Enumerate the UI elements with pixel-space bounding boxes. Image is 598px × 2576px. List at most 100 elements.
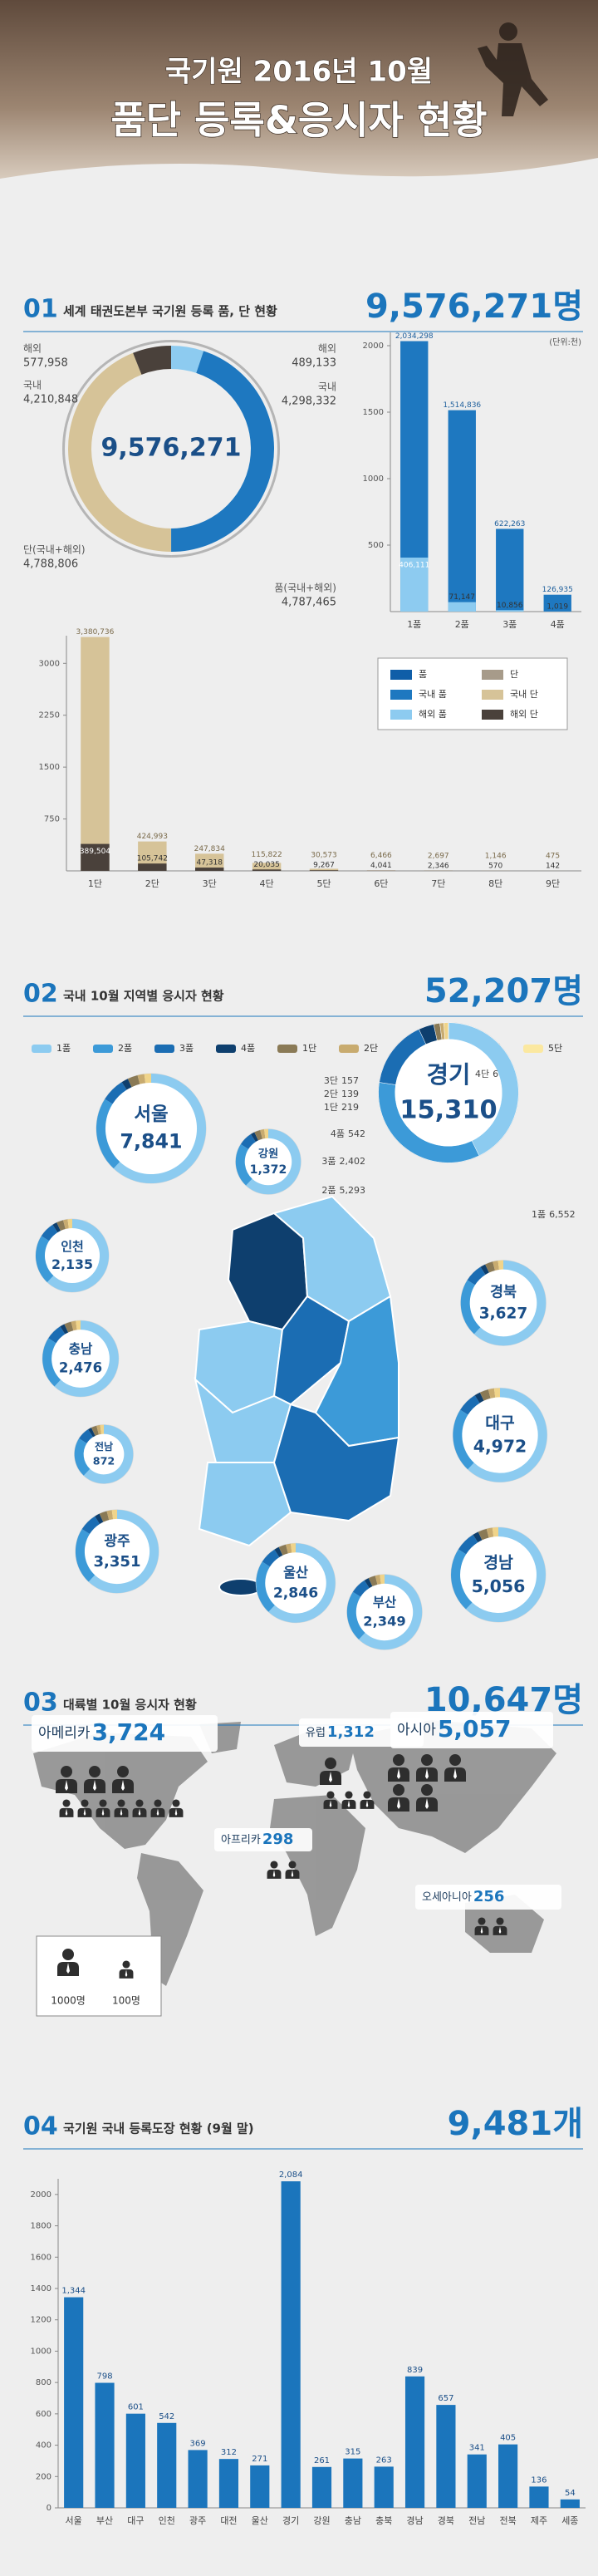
breakdown-label: 1품 6,552 [532,1209,576,1220]
person-head [117,1766,129,1777]
bar [81,637,110,871]
ring-decoration [137,1074,146,1084]
person-head [62,1949,74,1960]
ring-decoration [88,1428,96,1438]
x-tick-label: 세종 [561,2515,578,2526]
ring-decoration [274,1546,283,1557]
person-head [135,1799,144,1807]
legend-label: 5단 [548,1043,562,1054]
legend-label: 1단 [302,1043,316,1054]
value-label: 47,318 [196,859,223,868]
ring-decoration [113,1073,207,1184]
person-tie [425,1798,429,1809]
segment-value: 577,958 [23,357,68,370]
bar [560,2499,580,2508]
ring-decoration [352,1580,370,1597]
y-tick-label: 1000 [31,2347,51,2356]
section-total: 9,576,271명 [365,288,583,326]
ring-decoration [99,1511,110,1522]
person-tie [65,1808,68,1816]
region-value: 2,476 [59,1359,102,1375]
bar [374,2466,394,2508]
region-name: 전남 [95,1440,113,1453]
person-tie [329,1772,332,1782]
bar [496,528,524,612]
person-tie [93,1780,96,1791]
value-label: 542 [159,2412,174,2421]
y-tick-label: 3000 [39,659,60,668]
person-tie [397,1768,400,1779]
legend-swatch [390,710,412,720]
legend-swatch [277,1045,297,1053]
x-tick-label: 8단 [488,878,502,889]
label-box [415,1885,561,1910]
ring-decoration [52,1222,61,1233]
breakdown-category: 1품 [532,1209,546,1220]
ring-decoration [473,1260,547,1346]
ring-decoration [250,1132,258,1143]
section-title: 국내 10월 지역별 응시자 현황 [63,989,224,1004]
continent-value: 298 [262,1831,294,1848]
ring-decoration [375,1575,381,1585]
x-tick-label: 전남 [468,2515,485,2526]
region-value: 15,310 [399,1095,497,1124]
legend-swatch [482,710,503,720]
region-value: 1,372 [250,1163,287,1177]
person-head [270,1861,278,1869]
bar [157,2422,177,2508]
region-name: 경남 [483,1553,513,1572]
bar [309,870,339,871]
legend-label: 국내 품 [419,689,447,700]
person-head [421,1784,433,1796]
ring-decoration [106,1510,114,1521]
y-tick-label: 1500 [39,763,60,772]
world-map [33,1720,556,1986]
continent-name: 아시아 [397,1722,436,1738]
ring-decoration [96,1424,101,1435]
person-head [117,1799,125,1807]
ring-decoration [54,1320,119,1397]
ring-decoration [41,1224,58,1241]
ring-decoration [492,1527,498,1537]
value-label: 389,504 [80,848,110,856]
region-name: 광주 [104,1533,130,1550]
value-label: 2,034,298 [395,332,434,341]
ring-decoration [81,1516,100,1535]
region-name: 강원 [258,1147,279,1161]
ring-decoration [48,1326,66,1344]
person-tie [347,1800,350,1807]
ring-decoration [473,1531,483,1543]
x-tick-label: 3단 [203,878,217,889]
breakdown-category: 4단 [475,1069,489,1079]
ring-decoration [121,1079,132,1090]
legend-swatch [339,1045,359,1053]
segment-name: 해외 [318,343,336,355]
legend-swatch [390,670,412,680]
person-head [393,1754,404,1766]
person-tie [291,1870,294,1877]
value-label: 570 [488,862,502,870]
x-tick-label: 2품 [455,619,469,630]
region-value: 872 [93,1455,115,1467]
ring-decoration [64,1321,74,1333]
legend-label: 3품 [179,1043,194,1054]
x-tick-label: 4품 [551,619,565,630]
value-label: 2,346 [428,862,449,870]
y-tick-label: 1400 [31,2284,51,2293]
bar [95,2382,115,2508]
legend-label: 1품 [56,1043,71,1054]
ring-decoration [96,1099,120,1169]
group-value: 4,787,465 [282,597,336,609]
person-head [122,1960,130,1969]
legend-swatch [482,690,503,700]
bar [250,2465,270,2508]
value-label: 657 [438,2394,453,2403]
value-label: 798 [96,2372,112,2382]
bar [188,2450,208,2508]
region-name: 울산 [283,1565,308,1581]
donut-segment [68,352,172,552]
person-tie [329,1800,332,1807]
ring-decoration [71,1320,77,1331]
value-label: 71,147 [449,593,476,602]
